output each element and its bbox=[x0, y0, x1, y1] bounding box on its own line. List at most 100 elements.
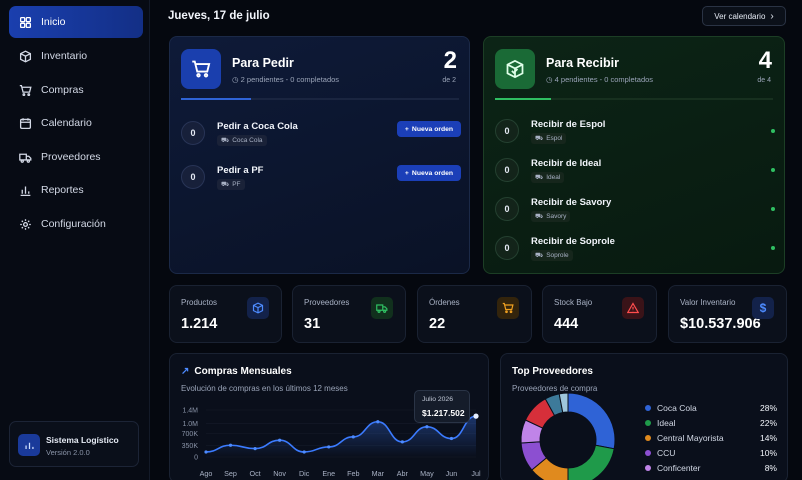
to-order-progress bbox=[181, 98, 459, 100]
data-point bbox=[302, 450, 306, 454]
x-tick-label: Oct bbox=[249, 469, 260, 478]
order-qty: 0 bbox=[181, 121, 205, 145]
kpi-label: Órdenes bbox=[429, 298, 460, 307]
view-calendar-button[interactable]: Ver calendario › bbox=[702, 6, 786, 26]
gear-icon bbox=[20, 218, 31, 230]
chevron-right-icon: › bbox=[770, 10, 774, 22]
donut-slice bbox=[567, 444, 615, 480]
receive-qty: 0 bbox=[495, 158, 519, 182]
grid-icon bbox=[19, 16, 32, 28]
kpi-label: Productos bbox=[181, 298, 218, 307]
new-order-button[interactable]: + Nueva orden bbox=[397, 165, 461, 181]
data-point bbox=[449, 436, 454, 441]
y-tick-label: 700K bbox=[182, 431, 199, 438]
sidebar-item-proveedores[interactable]: Proveedores bbox=[9, 141, 143, 173]
x-tick-label: Abr bbox=[397, 469, 409, 478]
sidebar-item-configuracion[interactable]: Configuración bbox=[9, 208, 143, 240]
legend-name: Ideal bbox=[657, 418, 676, 428]
sidebar-item-compras[interactable]: Compras bbox=[9, 74, 143, 106]
page-date: Jueves, 17 de julio bbox=[168, 10, 270, 22]
to-receive-panel: Para Recibir ◷ 4 pendientes - 0 completa… bbox=[483, 36, 785, 274]
donut-slice bbox=[558, 392, 569, 414]
to-order-title: Para Pedir bbox=[232, 56, 294, 70]
list-item: 0 Recibir de Ideal ⛟ Ideal bbox=[495, 158, 775, 188]
receive-name: Recibir de Ideal bbox=[531, 158, 602, 169]
clock-icon: ◷ bbox=[546, 75, 553, 84]
dollar-icon: $ bbox=[752, 297, 774, 319]
truck-icon: ⛟ bbox=[535, 213, 544, 220]
receive-name: Recibir de Savory bbox=[531, 197, 612, 208]
tooltip-label: Julio 2026 bbox=[422, 396, 453, 403]
order-name: Pedir a Coca Cola bbox=[217, 121, 298, 132]
legend-pct: 10% bbox=[759, 448, 777, 458]
list-item: 0 Pedir a PF ⛟ PF + Nueva orden bbox=[181, 165, 461, 199]
kpi-label: Valor Inventario bbox=[680, 298, 736, 307]
legend-dot bbox=[645, 405, 651, 411]
kpi-value: $10.537.906 bbox=[680, 316, 761, 332]
status-dot bbox=[771, 168, 775, 172]
x-tick-label: Jun bbox=[446, 469, 458, 478]
to-order-subtitle: ◷ 2 pendientes - 0 completados bbox=[232, 75, 339, 84]
cart-icon bbox=[19, 84, 32, 96]
list-item: 0 Recibir de Soprole ⛟ Soprole bbox=[495, 236, 775, 266]
status-dot bbox=[771, 129, 775, 133]
cube-icon bbox=[247, 297, 269, 319]
top-suppliers-subtitle: Proveedores de compra bbox=[512, 384, 598, 393]
data-point bbox=[351, 435, 355, 439]
monthly-purchases-subtitle: Evolución de compras en los últimos 12 m… bbox=[181, 384, 348, 393]
supplier-tag: ⛟ PF bbox=[217, 179, 245, 190]
x-tick-label: Ene bbox=[322, 469, 335, 478]
supplier-tag: ⛟ Espol bbox=[531, 133, 567, 144]
sidebar-item-inicio[interactable]: Inicio bbox=[9, 6, 143, 38]
receive-qty: 0 bbox=[495, 197, 519, 221]
receive-name: Recibir de Espol bbox=[531, 119, 606, 130]
clock-icon: ◷ bbox=[232, 75, 239, 84]
sidebar-item-label: Proveedores bbox=[41, 151, 101, 163]
warning-icon bbox=[622, 297, 644, 319]
to-receive-count: 4 bbox=[758, 47, 772, 74]
sidebar-item-reportes[interactable]: Reportes bbox=[9, 174, 143, 206]
new-order-button[interactable]: + Nueva orden bbox=[397, 121, 461, 137]
series-line bbox=[205, 415, 477, 453]
kpi-value: 22 bbox=[429, 316, 446, 332]
receive-qty: 0 bbox=[495, 119, 519, 143]
truck-icon: ⛟ bbox=[221, 181, 230, 188]
calendar-icon bbox=[19, 117, 32, 129]
tooltip-value: $1.217.502 bbox=[422, 408, 465, 418]
legend-item: Ideal 22% bbox=[645, 418, 785, 430]
order-name: Pedir a PF bbox=[217, 165, 264, 176]
sidebar-item-label: Configuración bbox=[41, 218, 106, 230]
system-info-card: Sistema Logístico Versión 2.0.0 bbox=[9, 421, 139, 467]
sidebar-item-inventario[interactable]: Inventario bbox=[9, 40, 143, 72]
monthly-purchases-title: ↗ Compras Mensuales bbox=[181, 366, 292, 377]
truck-icon: ⛟ bbox=[535, 135, 544, 142]
sidebar-item-calendario[interactable]: Calendario bbox=[9, 107, 143, 139]
to-receive-progress bbox=[495, 98, 773, 100]
bar-chart-icon bbox=[20, 185, 31, 196]
trending-up-icon: ↗ bbox=[181, 366, 190, 377]
legend-item: Conficenter 8% bbox=[645, 463, 785, 475]
x-tick-label: Jul bbox=[471, 469, 481, 478]
kpi-inventory-value: Valor Inventario $10.537.906 $ bbox=[668, 285, 787, 343]
box-icon bbox=[19, 49, 32, 63]
supplier-tag: ⛟ Coca Cola bbox=[217, 135, 267, 146]
series-area bbox=[206, 416, 476, 457]
legend-dot bbox=[645, 435, 651, 441]
x-tick-label: May bbox=[420, 469, 434, 478]
legend-name: CCU bbox=[657, 448, 676, 458]
legend-item: Coca Cola 28% bbox=[645, 403, 785, 415]
data-point bbox=[327, 445, 331, 449]
to-order-count: 2 bbox=[443, 47, 457, 74]
truck-icon: ⛟ bbox=[535, 174, 544, 181]
legend-pct: 14% bbox=[759, 433, 777, 443]
x-tick-label: Dic bbox=[299, 469, 310, 478]
to-order-status: 2 pendientes - 0 completados bbox=[240, 75, 340, 84]
cart-icon bbox=[181, 49, 221, 89]
supplier-name: Ideal bbox=[546, 174, 561, 181]
supplier-name: Coca Cola bbox=[232, 137, 263, 144]
sidebar-item-label: Calendario bbox=[41, 117, 92, 129]
supplier-tag: ⛟ Soprole bbox=[531, 250, 573, 261]
donut-slice bbox=[567, 392, 616, 450]
list-item: 0 Pedir a Coca Cola ⛟ Coca Cola + Nueva or… bbox=[181, 121, 461, 155]
kpi-products: Productos 1.214 bbox=[169, 285, 282, 343]
